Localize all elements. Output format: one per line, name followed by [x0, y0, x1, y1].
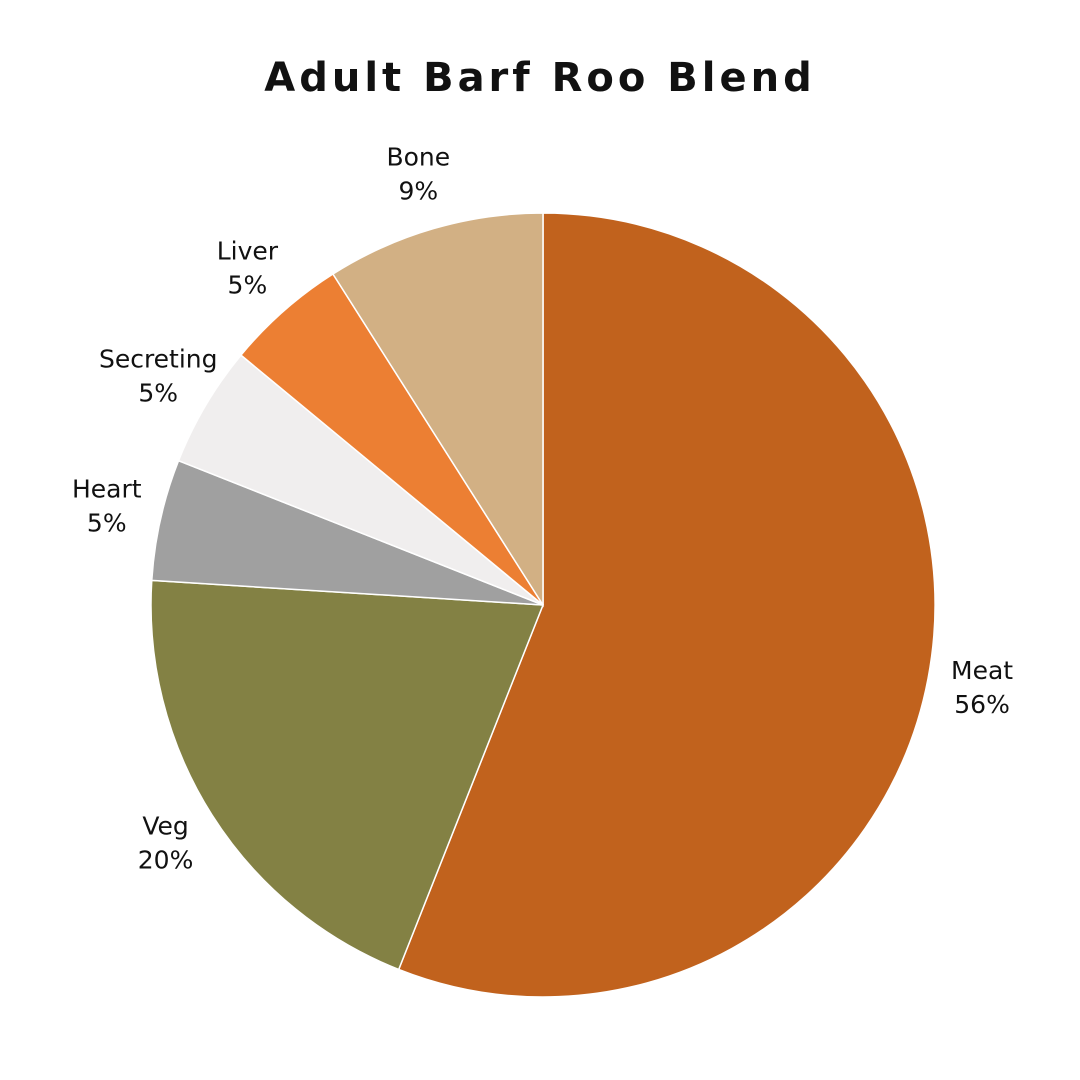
slice-label: Secreting [99, 344, 218, 373]
pie-slice [331, 212, 544, 608]
slice-value-label: 5% [87, 508, 127, 537]
slice-value-label: 5% [228, 271, 268, 300]
slice-label: Veg [142, 812, 188, 841]
slice-value-label: 20% [138, 846, 194, 875]
slice-value-label: 56% [954, 690, 1010, 719]
slice-label: Meat [951, 656, 1013, 685]
slice-label: Bone [386, 143, 450, 172]
slice-label: Heart [72, 474, 142, 503]
slice-label: Liver [217, 237, 279, 266]
pie-slice [150, 579, 545, 971]
slice-value-label: 5% [138, 378, 178, 407]
pie-slice [397, 212, 936, 998]
slice-value-label: 9% [398, 177, 438, 206]
chart-title: Adult Barf Roo Blend [264, 55, 815, 101]
